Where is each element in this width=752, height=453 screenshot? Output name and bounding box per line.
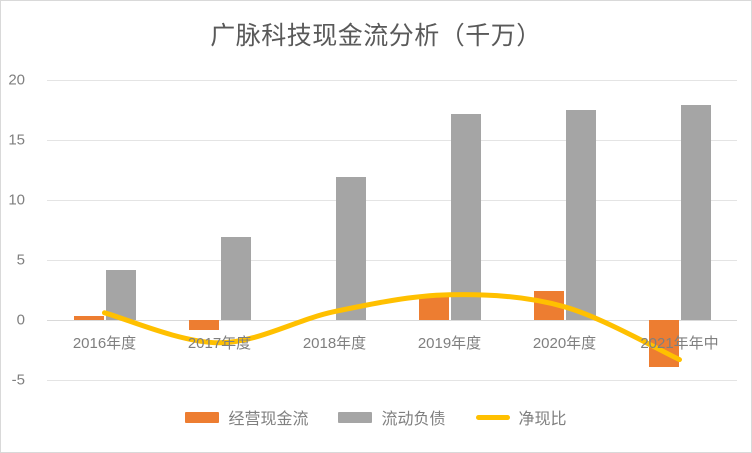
bar-current-liabilities: [220, 237, 251, 320]
x-axis-label: 2016年度: [72, 335, 137, 352]
legend-swatch-icon: [338, 411, 373, 423]
bars-layer: [47, 80, 737, 380]
legend-item[interactable]: 流动负债: [338, 405, 446, 429]
y-axis-tick-label: 15: [8, 131, 25, 149]
y-axis-tick-label: -5: [11, 371, 25, 389]
gridline: [47, 320, 737, 321]
gridline: [47, 260, 737, 261]
chart-legend: 经营现金流 流动负债 净现比: [0, 405, 752, 429]
legend-label: 经营现金流: [228, 411, 309, 428]
x-axis-label: 2019年度: [417, 335, 482, 352]
bar-operating-cash-flow: [73, 315, 104, 320]
bar-current-liabilities: [565, 110, 596, 320]
bar-operating-cash-flow: [188, 320, 219, 330]
bar-current-liabilities: [450, 113, 481, 320]
x-axis-label: 2021年年中: [640, 335, 719, 352]
y-axis-tick-label: 0: [16, 311, 25, 329]
x-axis-label: 2017年度: [187, 335, 252, 352]
bar-current-liabilities: [335, 177, 366, 320]
legend-label: 流动负债: [381, 411, 446, 428]
chart-title: 广脉科技现金流分析（千万）: [210, 22, 542, 50]
bar-current-liabilities: [105, 269, 136, 320]
gridline: [47, 140, 737, 141]
legend-label: 净现比: [518, 411, 567, 428]
y-axis-tick-label: 20: [8, 71, 25, 89]
y-axis-tick-label: 10: [8, 191, 25, 209]
line-net-cash-ratio: [102, 292, 682, 363]
line-series-layer: [47, 80, 737, 380]
plot-area: 20 15 10 5 0 -5 2016年度 2017年度 2018年度 2019年度 2020年…: [8, 72, 737, 389]
bar-operating-cash-flow: [418, 294, 449, 320]
legend-swatch-icon: [185, 411, 220, 423]
x-axis-label: 2020年度: [532, 335, 597, 352]
legend-item[interactable]: 净现比: [475, 405, 567, 429]
bar-current-liabilities: [680, 105, 711, 320]
gridline: [47, 200, 737, 201]
y-axis-tick-label: 5: [16, 251, 25, 269]
legend-swatch-icon: [475, 414, 510, 420]
legend-item[interactable]: 经营现金流: [185, 405, 308, 429]
x-axis-labels: 2016年度 2017年度 2018年度 2019年度 2020年度 2021年年中: [47, 80, 737, 380]
gridline: [47, 380, 737, 381]
x-axis-label: 2018年度: [302, 335, 367, 352]
net-cash-ratio-line-svg: [102, 292, 682, 363]
gridline: [47, 80, 737, 81]
